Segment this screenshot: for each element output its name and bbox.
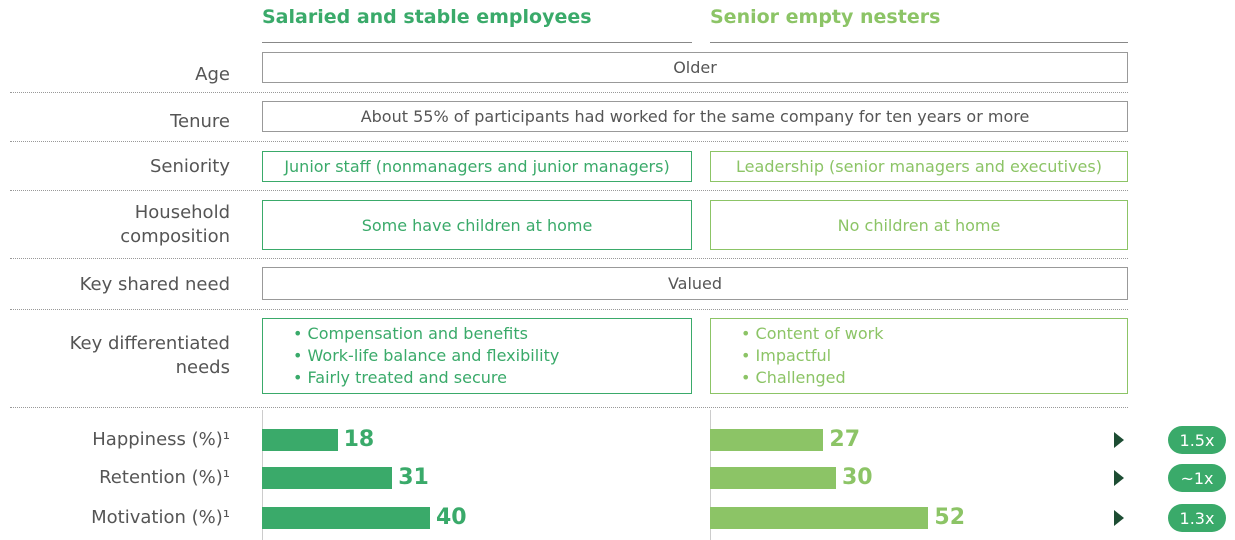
need: Impactful <box>741 345 1127 367</box>
arrow <box>1114 470 1124 486</box>
value-label: 27 <box>829 427 861 452</box>
column-header: Senior empty nesters <box>710 6 1128 43</box>
separator <box>10 407 1128 408</box>
ratio-pill: ~1x <box>1168 464 1226 492</box>
ratio-pill: 1.5x <box>1168 426 1226 454</box>
cell: Junior staff (nonmanagers and junior man… <box>262 151 692 182</box>
bar <box>710 467 836 489</box>
cell: Content of work Impactful Challenged <box>710 318 1128 394</box>
cell: Compensation and benefits Work-life bala… <box>262 318 692 394</box>
value-label: 31 <box>398 465 429 490</box>
cell: No children at home <box>710 200 1128 250</box>
separator <box>10 190 1128 191</box>
column-header: Salaried and stable employees <box>262 6 692 43</box>
value-label: 30 <box>842 465 873 490</box>
bar <box>710 429 824 451</box>
bar <box>262 507 430 529</box>
need-list: Compensation and benefits Work-life bala… <box>263 323 691 389</box>
row-label: Household composition <box>120 202 230 247</box>
need: Compensation and benefits <box>293 323 691 345</box>
row-label: Seniority <box>149 156 230 177</box>
metric-label: Retention (%)¹ <box>99 467 230 488</box>
row-label: Key differentiated needs <box>69 333 230 378</box>
separator <box>10 92 1128 93</box>
bar <box>262 429 338 451</box>
row-label: Key shared need <box>79 274 230 295</box>
value-label: 40 <box>436 505 467 530</box>
cell: Some have children at home <box>262 200 692 250</box>
separator <box>10 141 1128 142</box>
need: Work-life balance and flexibility <box>293 345 691 367</box>
arrow <box>1114 510 1124 526</box>
row-label: Tenure <box>170 111 230 132</box>
separator <box>10 309 1128 310</box>
metric-label: Motivation (%)¹ <box>91 507 230 528</box>
metric-label: Happiness (%)¹ <box>92 429 230 450</box>
row-label: Age <box>195 64 230 85</box>
shared-cell: Older <box>262 52 1128 83</box>
arrow <box>1114 432 1124 448</box>
ratio-pill: 1.3x <box>1168 504 1226 532</box>
need: Challenged <box>741 367 1127 389</box>
value-label: 18 <box>343 427 375 452</box>
value-label: 52 <box>934 505 966 530</box>
need: Fairly treated and secure <box>293 367 691 389</box>
shared-cell: Valued <box>262 267 1128 300</box>
shared-cell: About 55% of participants had worked for… <box>262 101 1128 132</box>
need-list: Content of work Impactful Challenged <box>711 323 1127 389</box>
separator <box>10 258 1128 259</box>
need: Content of work <box>741 323 1127 345</box>
cell: Leadership (senior managers and executiv… <box>710 151 1128 182</box>
bar <box>262 467 393 489</box>
bar <box>710 507 929 529</box>
